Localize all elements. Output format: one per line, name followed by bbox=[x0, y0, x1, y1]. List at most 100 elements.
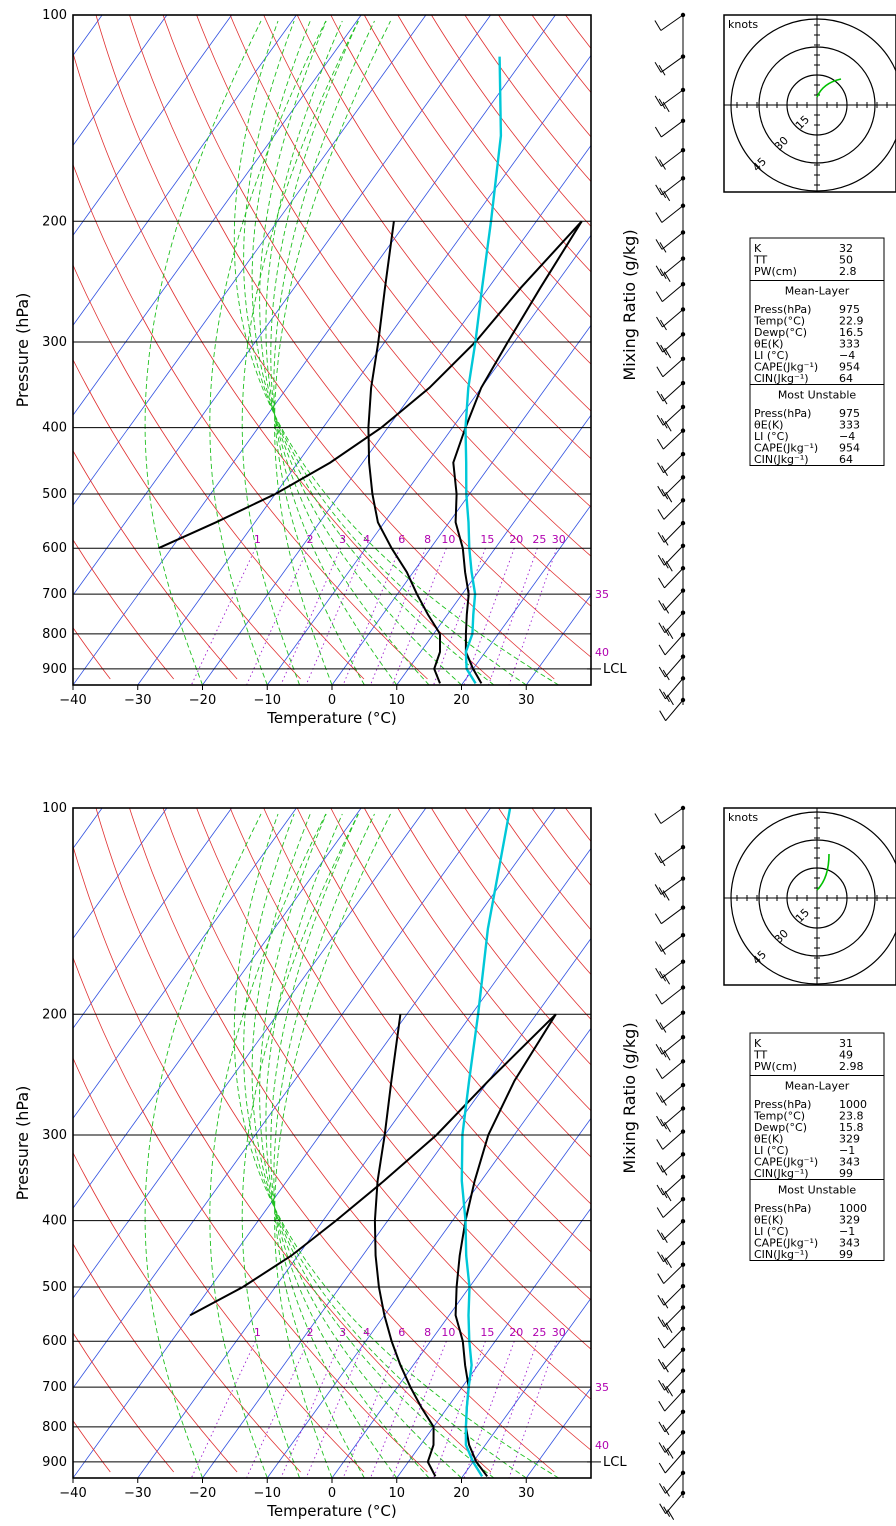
barb-flag bbox=[665, 491, 673, 503]
mixing-ratio-label: 6 bbox=[398, 1326, 405, 1339]
barb-flag bbox=[664, 421, 672, 432]
isotherm-line bbox=[73, 15, 427, 506]
mixing-ratio-line bbox=[463, 1341, 515, 1478]
wind-barb bbox=[663, 1285, 684, 1306]
mixing-ratio-label: 8 bbox=[424, 1326, 431, 1339]
wind-barb bbox=[664, 1411, 684, 1433]
wind-barb bbox=[662, 1108, 684, 1127]
y-tick-label: 100 bbox=[42, 8, 67, 23]
mixing-ratio-label: 25 bbox=[532, 533, 546, 546]
barb-flag bbox=[666, 1385, 673, 1397]
wind-barb bbox=[661, 961, 684, 979]
wind-barb bbox=[663, 545, 684, 566]
wind-barb bbox=[663, 476, 684, 497]
moist-adiabat-line bbox=[251, 20, 495, 685]
barb-flag bbox=[655, 212, 663, 223]
barb-flag bbox=[654, 852, 662, 864]
barb-flag bbox=[655, 1092, 663, 1103]
lcl-label: LCL bbox=[603, 1455, 627, 1470]
barb-flag bbox=[666, 628, 674, 639]
barb-flag bbox=[658, 644, 666, 656]
barb-flag bbox=[657, 1337, 665, 1349]
index-value: 50 bbox=[839, 254, 853, 267]
y-tick-label: 300 bbox=[42, 1128, 67, 1143]
dry-adiabat-line bbox=[464, 808, 591, 976]
barb-flag bbox=[661, 488, 669, 500]
barb-flag bbox=[661, 1297, 669, 1309]
barb-flag bbox=[664, 347, 672, 359]
barb-flag bbox=[655, 239, 663, 250]
isotherm-line bbox=[73, 808, 168, 940]
plot-frame bbox=[72, 807, 592, 1479]
wind-barb bbox=[664, 567, 684, 589]
mixing-ratio-line bbox=[488, 1341, 538, 1478]
barb-flag bbox=[661, 535, 669, 546]
barb-flag bbox=[658, 666, 666, 678]
side-label: 40 bbox=[595, 1439, 609, 1452]
barb-flag bbox=[660, 393, 668, 405]
index-value: 31 bbox=[839, 1037, 853, 1050]
most-unstable-value: 343 bbox=[839, 1236, 860, 1249]
most-unstable-name: CIN(Jkg⁻¹) bbox=[754, 453, 809, 466]
dry-adiabat-line bbox=[431, 808, 591, 1021]
most-unstable-name: CAPE(Jkg⁻¹) bbox=[754, 441, 818, 454]
isotherm-line bbox=[331, 324, 591, 685]
barb-flag bbox=[658, 622, 666, 633]
mean-layer-value: −4 bbox=[839, 349, 855, 362]
barb-flag bbox=[663, 190, 671, 202]
wind-barb bbox=[663, 1242, 684, 1263]
barb-flag bbox=[656, 415, 664, 426]
moist-adiabat-line bbox=[273, 813, 375, 1478]
most-unstable-title: Most Unstable bbox=[778, 389, 857, 402]
barb-flag bbox=[662, 1424, 670, 1436]
barb-flag bbox=[656, 1162, 664, 1173]
x-tick-label: −30 bbox=[124, 1486, 151, 1501]
barb-flag bbox=[661, 557, 669, 569]
isotherm-line bbox=[266, 234, 591, 685]
moist-adiabat-line bbox=[251, 813, 495, 1478]
dry-adiabat-line bbox=[263, 15, 591, 460]
barb-flag bbox=[654, 95, 662, 107]
profile-line bbox=[460, 808, 512, 1478]
mean-layer-value: 343 bbox=[839, 1155, 860, 1168]
profile-line bbox=[367, 221, 441, 684]
y-tick-label: 200 bbox=[42, 214, 67, 229]
mixing-ratio-label: 15 bbox=[480, 533, 494, 546]
mean-layer-name: LI (°C) bbox=[754, 1144, 789, 1157]
moist-adiabat-line bbox=[209, 813, 327, 1478]
wind-barb bbox=[661, 149, 684, 167]
moist-adiabat-line bbox=[241, 20, 359, 685]
x-tick-label: 0 bbox=[328, 693, 336, 708]
barb-flag bbox=[658, 1400, 666, 1412]
isotherm-line bbox=[73, 808, 297, 1119]
side-label: 40 bbox=[595, 646, 609, 659]
wind-barb bbox=[665, 699, 684, 722]
barb-flag bbox=[655, 1044, 663, 1055]
dry-adiabat-line bbox=[73, 449, 238, 680]
wind-barb bbox=[660, 878, 684, 895]
side-label: 35 bbox=[595, 1381, 609, 1394]
wind-barb bbox=[662, 1176, 684, 1196]
dry-adiabat-line bbox=[296, 15, 591, 412]
x-axis-label: Temperature (°C) bbox=[266, 1502, 396, 1520]
barb-flag bbox=[660, 1118, 667, 1130]
dry-adiabat-line bbox=[397, 15, 591, 273]
barb-flag bbox=[658, 65, 666, 76]
barb-flag bbox=[663, 691, 670, 703]
barb-flag bbox=[660, 418, 668, 429]
moist-adiabat-line bbox=[274, 813, 391, 1478]
most-unstable-value: −1 bbox=[839, 1225, 855, 1238]
barb-flag bbox=[663, 1486, 670, 1497]
dry-adiabat-line bbox=[363, 15, 591, 319]
wind-barb bbox=[664, 1370, 684, 1391]
dry-adiabat-line bbox=[431, 15, 591, 228]
wind-barb bbox=[665, 1472, 684, 1494]
moist-adiabat-line bbox=[259, 813, 462, 1478]
side-label: 35 bbox=[595, 588, 609, 601]
barb-flag bbox=[656, 1115, 663, 1127]
profile-line bbox=[452, 220, 583, 684]
dry-adiabat-line bbox=[73, 358, 301, 680]
most-unstable-name: LI (°C) bbox=[754, 1225, 789, 1238]
most-unstable-value: 954 bbox=[839, 441, 860, 454]
